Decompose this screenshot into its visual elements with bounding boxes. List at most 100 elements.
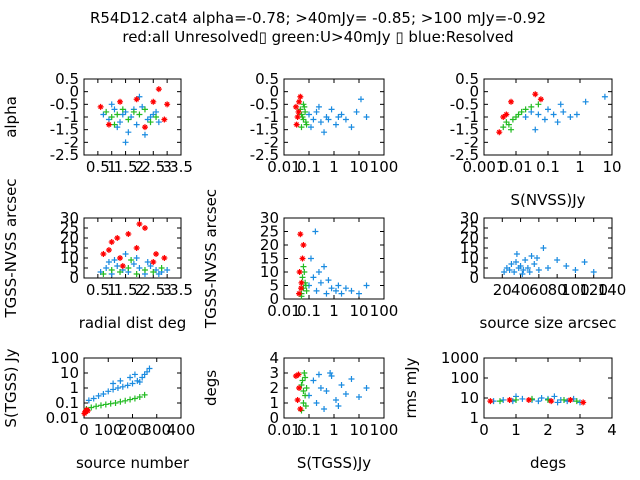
data-point-red [141, 124, 148, 131]
x-tick-label: 40 [511, 281, 530, 299]
data-point-red [141, 225, 148, 231]
y-tick-label: -1 [264, 108, 279, 126]
data-point-blue [125, 129, 132, 136]
data-point-green [299, 274, 306, 281]
data-point-blue [111, 257, 118, 263]
x-tick-label: 10 [349, 158, 368, 176]
data-point-red [567, 396, 574, 403]
panel-p2: 0.010.1 1 10 100 0.50-0.5-1-1.5-2-2.5 [250, 70, 399, 176]
x-tick-label: 0.5 [86, 158, 110, 176]
data-point-blue [528, 108, 535, 115]
data-point-blue [325, 277, 332, 284]
data-point-red [296, 290, 303, 297]
data-point-red [525, 396, 532, 403]
data-point-green [150, 269, 157, 275]
data-point-green [303, 287, 310, 294]
data-point-blue [141, 131, 148, 138]
data-point-red [161, 255, 168, 261]
data-point-blue [328, 106, 335, 113]
x-tick-label: 100 [370, 302, 399, 320]
data-point-blue [342, 285, 349, 292]
data-point-green [108, 267, 115, 273]
data-point-blue [114, 385, 121, 391]
data-point-blue [560, 108, 567, 115]
data-point-blue [550, 111, 557, 118]
data-point-blue [541, 116, 548, 123]
data-point-blue [317, 119, 324, 126]
data-point-blue [310, 274, 317, 281]
x-tick-label: 3.5 [169, 158, 193, 176]
data-point-blue [147, 114, 154, 120]
y-tick-label: 30 [460, 209, 479, 227]
data-point-blue [513, 251, 520, 257]
y-tick-label: -1.5 [450, 121, 479, 139]
data-point-blue [85, 397, 92, 404]
x-axis-label: source number [76, 454, 190, 472]
x-tick-label: 0.01 [267, 302, 300, 320]
data-point-blue [531, 261, 538, 267]
data-point-blue [338, 111, 345, 118]
data-point-blue [535, 111, 542, 118]
plot-frame [483, 357, 613, 419]
data-point-green [299, 377, 306, 384]
data-point-green [300, 263, 307, 270]
x-tick-label: 0.01 [267, 421, 300, 439]
data-point-blue [321, 129, 328, 136]
data-point-blue [327, 370, 334, 376]
data-point-red [294, 397, 301, 403]
data-point-blue [313, 400, 320, 406]
x-axis-label: radial dist deg [79, 314, 187, 332]
data-point-red [508, 98, 515, 105]
plot-frame [83, 357, 182, 419]
x-tick-label: 10 [602, 158, 621, 176]
y-tick-label: 15 [60, 239, 79, 257]
data-point-blue [108, 101, 115, 108]
data-point-green [108, 114, 115, 120]
data-point-red [298, 279, 305, 286]
title-line-1: R54D12.cat4 alpha=-0.78; >40mJy= -0.85; … [90, 9, 546, 27]
data-point-red [150, 98, 157, 105]
data-point-blue [532, 126, 539, 133]
data-point-green [302, 392, 309, 399]
data-point-red [295, 371, 302, 378]
data-point-red [300, 242, 307, 248]
y-tick-label: 100 [50, 349, 79, 367]
y-axis-label: TGSS-NVSS arcsec [202, 189, 220, 329]
data-point-red [117, 255, 124, 261]
y-tick-label: -1.5 [250, 121, 279, 139]
data-point-blue [155, 119, 162, 126]
y-tick-label: 5 [269, 277, 279, 295]
data-point-red [496, 129, 503, 136]
data-point-blue [315, 103, 322, 110]
data-point-blue [582, 98, 589, 105]
data-point-blue [122, 251, 129, 257]
y-tick-label: 1 [469, 409, 479, 427]
y-tick-label: -2 [464, 133, 479, 151]
data-point-green [302, 282, 309, 289]
data-point-blue [95, 392, 102, 399]
data-point-blue [356, 394, 362, 400]
y-tick-label: 20 [460, 229, 479, 247]
data-point-blue [335, 403, 342, 409]
data-point-red [133, 245, 140, 251]
y-tick-label: 10 [260, 263, 279, 281]
y-tick-label: 4 [269, 349, 279, 367]
data-point-red [133, 96, 140, 103]
y-axis-label: TGSS-NVSS arcsec [2, 178, 20, 318]
data-point-green [301, 370, 308, 376]
y-tick-label: 1000 [441, 349, 479, 367]
x-tick-label: 4 [607, 421, 617, 439]
data-point-red [500, 114, 507, 120]
data-point-blue [335, 114, 342, 120]
y-tick-label: 30 [60, 209, 79, 227]
x-tick-label: 200 [118, 421, 147, 439]
data-point-red [297, 231, 304, 238]
data-point-green [127, 396, 134, 403]
data-point-blue [133, 255, 140, 261]
data-point-blue [317, 385, 324, 391]
data-point-blue [153, 108, 160, 115]
data-point-blue [110, 380, 117, 387]
data-point-blue [342, 391, 349, 397]
